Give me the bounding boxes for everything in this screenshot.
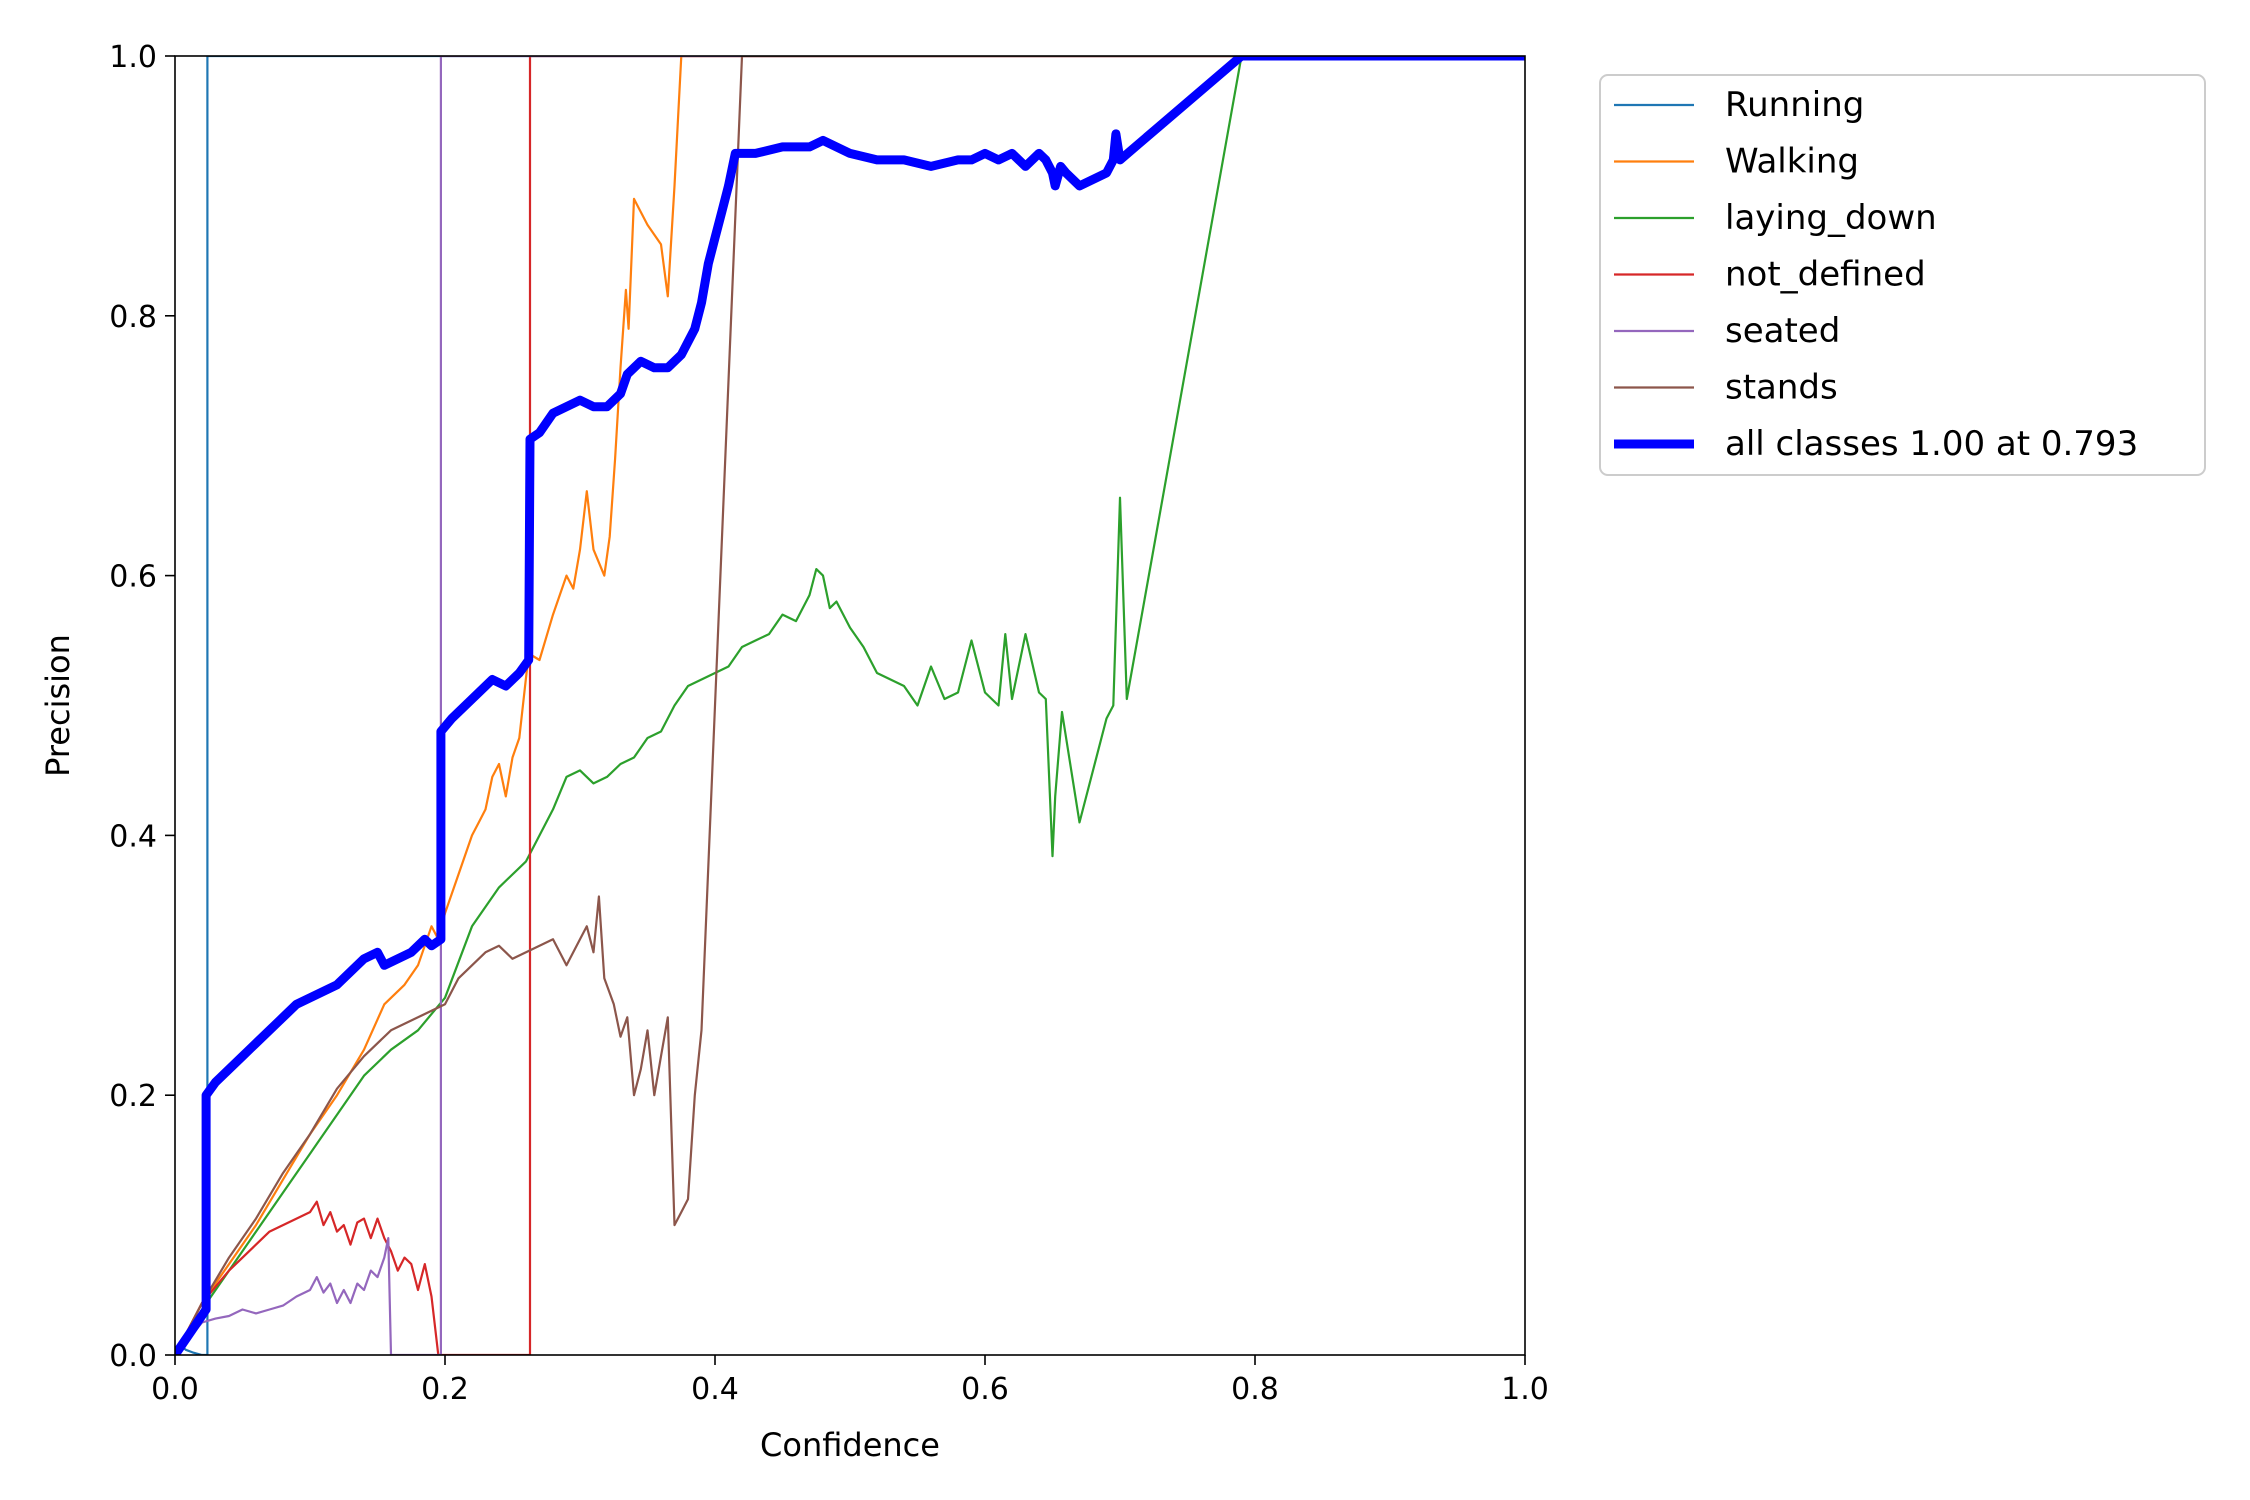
y-tick-label: 0.4: [109, 819, 157, 854]
series-line-walking: [175, 56, 1525, 1355]
legend-box: [1599, 74, 2206, 476]
y-tick-label: 0.0: [109, 1339, 157, 1374]
x-tick-label: 0.0: [151, 1372, 199, 1407]
series-line-laying-down: [175, 56, 1525, 1355]
x-axis: 0.0 0.2 0.4 0.6 0.8 1.0: [151, 1355, 1549, 1407]
legend-label: not_defined: [1725, 255, 1926, 295]
plot-frame: [174, 55, 1526, 1356]
series-line-stands: [175, 56, 1525, 1355]
x-tick-label: 1.0: [1501, 1372, 1549, 1407]
legend-label: Walking: [1725, 142, 1859, 182]
legend-label: seated: [1725, 311, 1840, 351]
legend-label: stands: [1725, 368, 1838, 408]
x-tick-label: 0.8: [1231, 1372, 1279, 1407]
x-tick-label: 0.2: [421, 1372, 469, 1407]
x-axis-label: Confidence: [760, 1426, 940, 1464]
x-tick-label: 0.4: [691, 1372, 739, 1407]
y-tick-label: 0.2: [109, 1079, 157, 1114]
series-layer: [175, 56, 1525, 1355]
y-axis-label: Precision: [39, 634, 77, 777]
y-tick-label: 0.6: [109, 560, 157, 595]
series-line-seated: [175, 56, 1525, 1355]
legend-label: Running: [1725, 85, 1864, 125]
series-line-not-defined: [175, 56, 1525, 1355]
legend-label: laying_down: [1725, 198, 1937, 238]
legend-label: all classes 1.00 at 0.793: [1725, 424, 2138, 464]
y-axis: 0.0 0.2 0.4 0.6 0.8 1.0: [109, 40, 175, 1374]
y-tick-label: 0.8: [109, 300, 157, 335]
series-line-all-classes-1-00-at-0-793: [175, 56, 1525, 1355]
y-tick-label: 1.0: [109, 40, 157, 75]
x-tick-label: 0.6: [961, 1372, 1009, 1407]
legend: Running Walking laying_down not_definedseat…: [1599, 74, 2206, 476]
